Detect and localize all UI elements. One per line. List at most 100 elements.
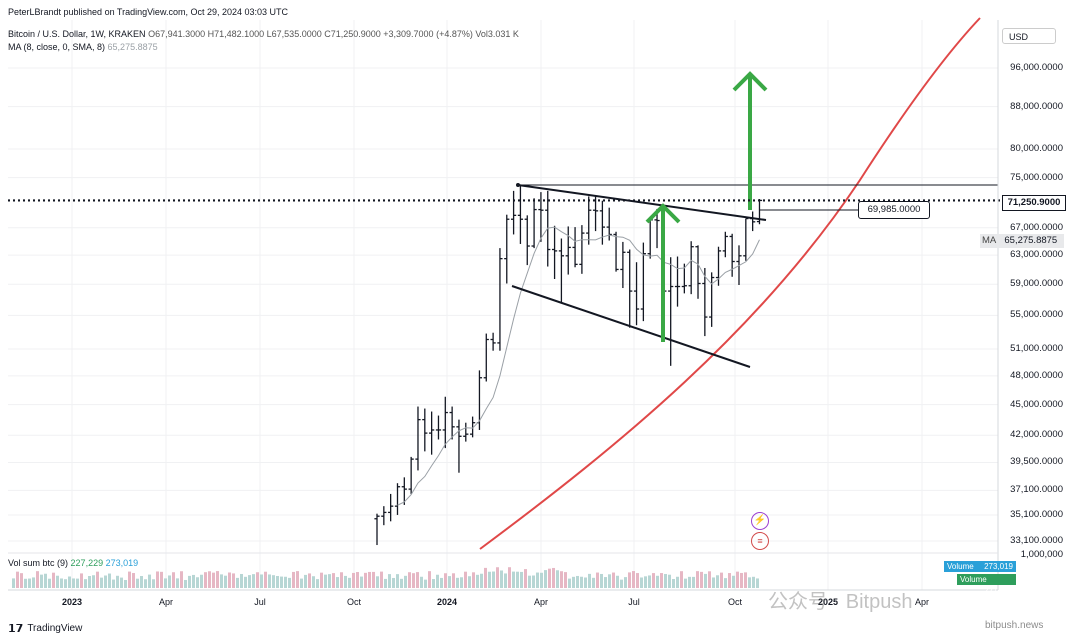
- price-tick-label: 55,000.0000: [1010, 309, 1063, 321]
- volume-bar: [248, 575, 251, 588]
- ohlc-bar: [756, 198, 763, 225]
- volume-bar: [292, 571, 295, 588]
- volume-bar: [488, 571, 491, 588]
- volume-bar: [232, 573, 235, 588]
- ohlc-bar: [408, 456, 414, 494]
- volume-bar: [620, 579, 623, 588]
- volume-bar: [700, 571, 703, 588]
- volume-bar: [272, 575, 275, 588]
- currency-selector[interactable]: USD: [1002, 28, 1056, 44]
- volume-bar: [212, 572, 215, 588]
- volume-bar: [688, 576, 691, 588]
- volume-bar: [428, 571, 431, 588]
- tradingview-logo-icon: 𝟭𝟳: [8, 623, 24, 635]
- volume-bar: [528, 575, 531, 588]
- price-tick-label: 42,000.0000: [1010, 429, 1063, 441]
- volume-bar: [412, 573, 415, 588]
- price-tick-label: 39,500.0000: [1010, 456, 1063, 468]
- volume-bar: [28, 578, 31, 588]
- volume-bar: [636, 573, 639, 588]
- volume-bar: [120, 577, 123, 588]
- time-tick-label: 2023: [61, 597, 83, 607]
- volume-bar: [748, 577, 751, 588]
- volume-bar: [576, 575, 579, 588]
- volume-bar: [484, 567, 487, 588]
- volume-bar: [268, 574, 271, 588]
- volume-bar: [492, 571, 495, 588]
- volume-bar: [68, 576, 71, 588]
- volume-bar: [676, 576, 679, 588]
- red-trendline: [479, 17, 981, 550]
- volume-box: Volume 227,229: [957, 574, 1016, 595]
- volume-bar: [36, 571, 39, 588]
- volume-bar: [84, 579, 87, 588]
- volume-bar: [44, 573, 47, 588]
- volume-bar: [16, 571, 19, 588]
- ohlc-bar: [565, 226, 571, 275]
- volume-bar: [520, 571, 523, 588]
- ohlc-bar: [722, 231, 728, 258]
- volume-bar: [204, 572, 207, 588]
- us-flag-icon[interactable]: ≡: [751, 532, 769, 550]
- price-tick-label: 59,000.0000: [1010, 278, 1063, 290]
- volume-bar: [628, 572, 631, 588]
- volume-bar: [124, 579, 127, 588]
- ohlc-bar: [517, 184, 524, 244]
- volume-bar: [228, 572, 231, 588]
- volume-bar: [468, 576, 471, 588]
- volume-bar: [548, 568, 551, 588]
- volume-bar: [240, 573, 243, 588]
- breakout-level-value: 69,985.0000: [867, 204, 921, 215]
- time-tick-label: 2024: [436, 597, 458, 607]
- ma-line-path: [397, 226, 760, 506]
- ohlc-bar: [374, 513, 380, 546]
- volume-bar: [440, 577, 443, 588]
- volume-value-2: 273,019: [105, 558, 139, 568]
- ohlc-bar: [483, 333, 489, 382]
- volume-bar: [252, 574, 255, 588]
- lightning-icon[interactable]: ⚡: [751, 512, 769, 530]
- volume-bar: [148, 574, 151, 588]
- volume-bar: [480, 573, 483, 588]
- price-tick-label: 51,000.0000: [1010, 342, 1063, 354]
- last-price-value: 71,250.9000: [1007, 197, 1061, 208]
- volume-bar: [476, 574, 479, 588]
- price-tick-label: 35,100.0000: [1010, 508, 1063, 520]
- time-tick-label: Jul: [628, 597, 640, 607]
- volume-bar: [172, 572, 175, 588]
- ohlc-bar: [640, 242, 646, 322]
- volume-bar: [332, 573, 335, 588]
- ohlc-bar: [613, 231, 619, 272]
- volume-bar: [288, 577, 291, 588]
- volume-label: Vol sum btc (9): [8, 558, 69, 568]
- volume-bar: [108, 573, 111, 588]
- ma-value: 65,275.8875: [107, 42, 158, 52]
- volume-bar: [624, 577, 627, 588]
- target-arrows: [645, 71, 768, 342]
- ma-legend: MA (8, close, 0, SMA, 8) 65,275.8875: [8, 42, 158, 52]
- volume-bar: [80, 573, 83, 588]
- volume-bar: [504, 573, 507, 588]
- volume-bar: [612, 572, 615, 588]
- time-tick-label: Apr: [914, 597, 930, 607]
- ohlc-bar: [394, 483, 401, 515]
- volume-bar: [560, 571, 563, 588]
- volume-bar: [532, 575, 535, 588]
- ohlc-bar: [709, 272, 715, 327]
- ohlc-bar: [463, 422, 469, 442]
- volume-bar: [48, 578, 51, 588]
- volume-bar: [448, 576, 451, 588]
- ohlc-bar: [504, 214, 510, 284]
- volume-bar: [696, 571, 699, 588]
- volume-bar: [152, 579, 155, 588]
- volume-bar: [264, 571, 267, 588]
- volume-bar: [320, 572, 323, 588]
- volume-bar: [684, 578, 687, 588]
- watermark-url: bitpush.news: [985, 620, 1043, 631]
- time-tick-label: Apr: [533, 597, 549, 607]
- ohlc-bar: [551, 225, 558, 280]
- volume-bar: [116, 575, 119, 588]
- volume-bar: [632, 571, 635, 588]
- volume-bar: [276, 575, 279, 588]
